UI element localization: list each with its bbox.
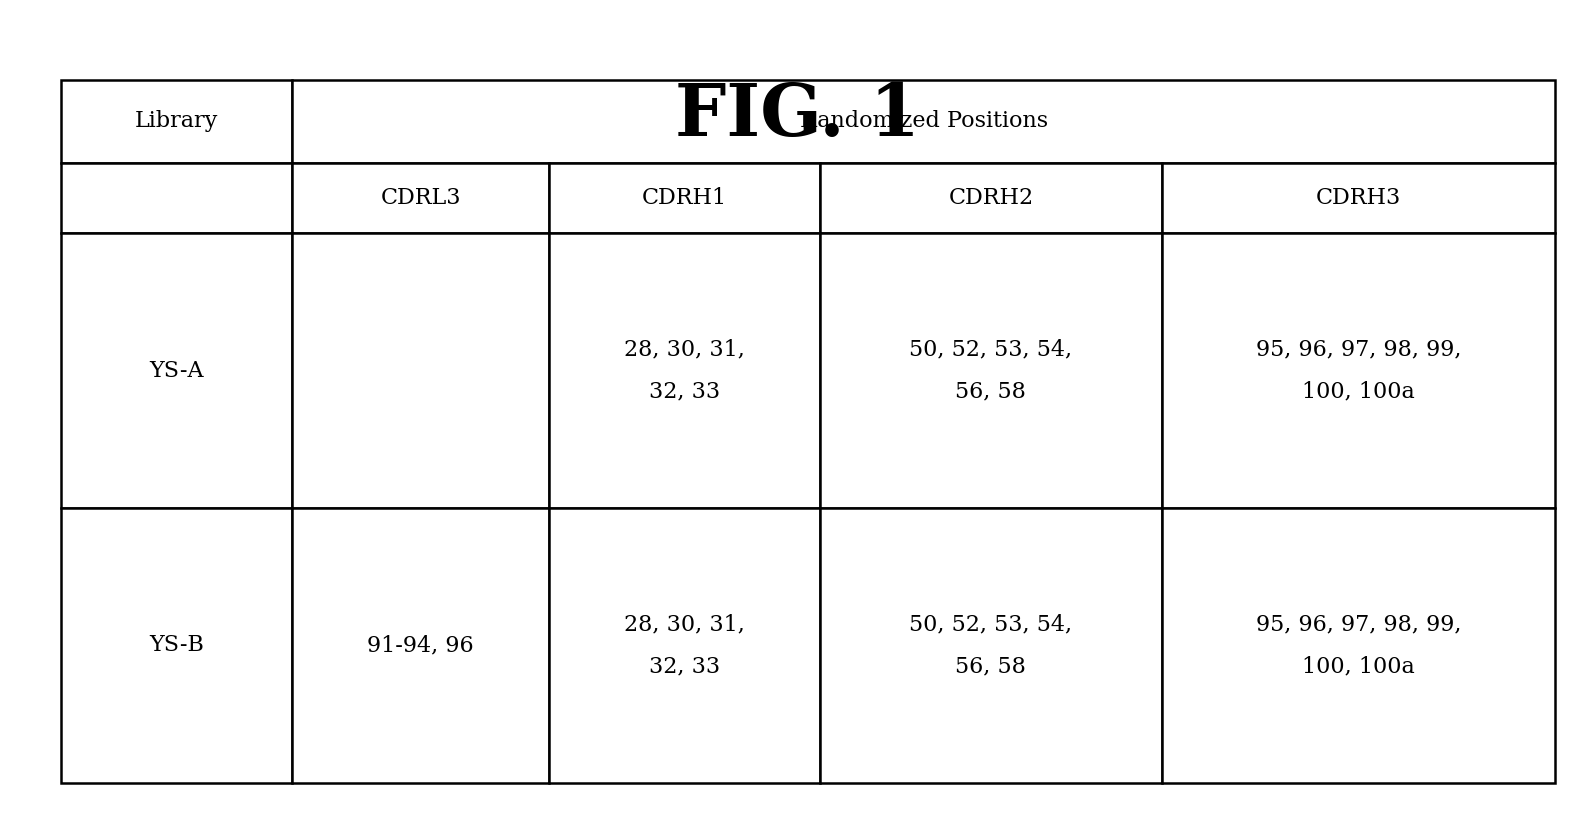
Text: 28, 30, 31,
32, 33: 28, 30, 31, 32, 33 (624, 339, 745, 402)
Text: Library: Library (136, 110, 219, 132)
Bar (820, 508, 1161, 783)
Bar (61, 163, 292, 233)
Text: 95, 96, 97, 98, 99,
100, 100a: 95, 96, 97, 98, 99, 100, 100a (1255, 339, 1461, 402)
Text: 50, 52, 53, 54,
56, 58: 50, 52, 53, 54, 56, 58 (909, 613, 1072, 678)
Bar (549, 163, 820, 233)
Bar (292, 163, 549, 233)
Text: 28, 30, 31,
32, 33: 28, 30, 31, 32, 33 (624, 613, 745, 678)
Text: Randomized Positions: Randomized Positions (799, 110, 1048, 132)
Text: CDRH3: CDRH3 (1316, 187, 1400, 209)
Text: CDRL3: CDRL3 (380, 187, 461, 209)
Text: 91-94, 96: 91-94, 96 (367, 634, 474, 656)
Bar (549, 233, 820, 508)
Text: CDRH1: CDRH1 (641, 187, 727, 209)
Text: CDRH2: CDRH2 (949, 187, 1034, 209)
Text: YS-A: YS-A (150, 360, 204, 381)
Bar (1161, 163, 1555, 233)
Bar (820, 233, 1161, 508)
Bar (292, 80, 1555, 163)
Bar (292, 508, 549, 783)
Text: 50, 52, 53, 54,
56, 58: 50, 52, 53, 54, 56, 58 (909, 339, 1072, 402)
Bar (61, 508, 292, 783)
Text: FIG. 1: FIG. 1 (675, 80, 920, 151)
Text: YS-B: YS-B (148, 634, 204, 656)
Text: 95, 96, 97, 98, 99,
100, 100a: 95, 96, 97, 98, 99, 100, 100a (1255, 613, 1461, 678)
Bar (1161, 508, 1555, 783)
Bar (1161, 233, 1555, 508)
Bar (61, 233, 292, 508)
Bar (820, 163, 1161, 233)
Bar (549, 508, 820, 783)
Bar (61, 80, 292, 163)
Bar (292, 233, 549, 508)
